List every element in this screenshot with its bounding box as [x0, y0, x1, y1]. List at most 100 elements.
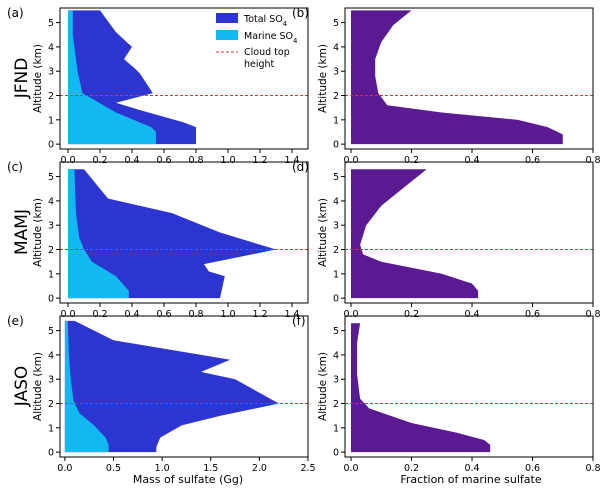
x-tick-label-d: 0.4 — [464, 309, 479, 320]
x-tick-label-e: 2.0 — [252, 463, 267, 474]
panel-d: 0.0 0.2 0.4 0.6 0.8 0 1 2 3 4 5 Altitude (km) (d) — [292, 160, 600, 320]
area-c-total-so4 — [68, 169, 276, 299]
x-tick-label-e: 1.5 — [203, 463, 218, 474]
x-tick-label-d: 0.8 — [585, 309, 600, 320]
axes-frame-e — [59, 315, 309, 458]
y-tick-label-f: 4 — [333, 350, 339, 361]
x-tick-label-c: 0.4 — [124, 309, 139, 320]
area-e-total-so4 — [64, 320, 279, 453]
x-tick-label-a: 1.4 — [284, 155, 299, 166]
x-tick-label-c: 1.4 — [284, 309, 299, 320]
y-tick-label-f: 3 — [333, 375, 339, 386]
axes-frame-c — [59, 161, 309, 304]
x-tick-label-c: 1.0 — [220, 309, 235, 320]
axes-frame-a — [59, 7, 309, 150]
y-tick-label-b: 2 — [333, 91, 339, 102]
y-tick-label-a: 3 — [48, 67, 54, 78]
y-tick-label-c: 5 — [48, 172, 54, 183]
y-tick-label-c: 3 — [48, 221, 54, 232]
x-tick-label-f: 0.6 — [525, 463, 540, 474]
axes-frame-d — [344, 161, 594, 304]
y-tick-label-d: 5 — [333, 172, 339, 183]
x-tick-label-f: 0.2 — [404, 463, 419, 474]
y-tick-label-d: 2 — [333, 245, 339, 256]
x-tick-label-e: 0.5 — [106, 463, 121, 474]
y-tick-label-e: 1 — [48, 423, 54, 434]
panel-b: 0.0 0.2 0.4 0.6 0.8 0 1 2 3 4 5 Altitude (km) (b) — [292, 6, 600, 166]
x-tick-label-b: 0.8 — [585, 155, 600, 166]
panel-label-a: (a) — [7, 6, 24, 20]
y-tick-label-c: 4 — [48, 196, 54, 207]
panel-label-c: (c) — [7, 160, 23, 174]
y-axis-label-e: Altitude (km) — [32, 352, 44, 421]
x-title-fraction: Fraction of marine sulfate — [400, 473, 541, 486]
x-tick-label-b: 0.4 — [464, 155, 479, 166]
y-tick-label-e: 4 — [48, 350, 54, 361]
x-tick-label-f: 0.4 — [464, 463, 479, 474]
x-tick-label-b: 0.6 — [525, 155, 540, 166]
x-tick-label-e: 0.0 — [57, 463, 72, 474]
y-tick-label-d: 3 — [333, 221, 339, 232]
area-e-marine-so4 — [64, 320, 109, 453]
x-title-mass: Mass of sulfate (Gg) — [133, 473, 243, 486]
x-tick-label-a: 0.6 — [156, 155, 171, 166]
axes-frame-f — [344, 315, 594, 458]
y-tick-label-b: 0 — [333, 140, 339, 151]
x-tick-label-a: 0.4 — [124, 155, 139, 166]
legend-label-marine: Marine SO4 — [244, 31, 298, 45]
panel-c: 0.0 0.2 0.4 0.6 0.8 1.0 1.2 1.4 0 1 2 3 4 5 Altitude (… — [7, 160, 309, 320]
panel-label-b: (b) — [292, 6, 309, 20]
y-tick-label-f: 1 — [333, 423, 339, 434]
y-axis-label-a: Altitude (km) — [32, 44, 44, 113]
x-tick-label-c: 0.2 — [92, 309, 107, 320]
x-tick-label-e: 1.0 — [155, 463, 170, 474]
y-tick-label-e: 2 — [48, 399, 54, 410]
y-axis-label-d: Altitude (km) — [317, 198, 329, 267]
x-tick-label-b: 0.0 — [343, 155, 358, 166]
area-d-fraction-of-marine-sulfate — [351, 169, 479, 299]
panel-a: 0.0 0.2 0.4 0.6 0.8 1.0 1.2 1.4 0 1 2 3 4 5 Altitude (… — [7, 6, 309, 166]
x-tick-label-d: 0.2 — [404, 309, 419, 320]
y-tick-label-b: 5 — [333, 18, 339, 29]
row-label-mamj: MAMJ — [12, 209, 32, 255]
y-tick-label-c: 0 — [48, 294, 54, 305]
x-tick-label-f: 0.0 — [343, 463, 358, 474]
y-axis-label-c: Altitude (km) — [32, 198, 44, 267]
y-tick-label-d: 0 — [333, 294, 339, 305]
x-tick-label-a: 0.0 — [60, 155, 75, 166]
y-tick-label-a: 2 — [48, 91, 54, 102]
y-tick-label-d: 1 — [333, 269, 339, 280]
legend-label-cloudtop-2: height — [244, 59, 275, 70]
x-tick-label-c: 0.6 — [156, 309, 171, 320]
x-tick-label-a: 1.2 — [252, 155, 267, 166]
y-tick-label-a: 0 — [48, 140, 54, 151]
y-tick-label-c: 2 — [48, 245, 54, 256]
panels: 0.0 0.2 0.4 0.6 0.8 1.0 1.2 1.4 0 1 2 3 4 5 Altitude (… — [7, 6, 600, 474]
x-tick-label-d: 0.0 — [343, 309, 358, 320]
area-b-fraction-of-marine-sulfate — [351, 10, 563, 145]
area-f-fraction-of-marine-sulfate — [351, 323, 491, 453]
row-label-jaso: JASO — [12, 366, 32, 408]
legend-swatch-total — [216, 13, 238, 23]
x-tick-label-c: 0.0 — [60, 309, 75, 320]
y-tick-label-e: 3 — [48, 375, 54, 386]
y-axis-label-f: Altitude (km) — [317, 352, 329, 421]
panel-label-f: (f) — [292, 314, 306, 328]
y-tick-label-f: 2 — [333, 399, 339, 410]
x-tick-label-d: 0.6 — [525, 309, 540, 320]
y-tick-label-a: 5 — [48, 18, 54, 29]
y-tick-label-a: 4 — [48, 42, 54, 53]
x-tick-label-c: 0.8 — [188, 309, 203, 320]
area-c-marine-so4 — [68, 169, 129, 299]
legend-label-cloudtop: Cloud top — [244, 47, 290, 58]
x-tick-label-b: 0.2 — [404, 155, 419, 166]
y-tick-label-e: 0 — [48, 448, 54, 459]
y-tick-label-b: 4 — [333, 42, 339, 53]
x-tick-label-a: 0.8 — [188, 155, 203, 166]
x-tick-label-a: 1.0 — [220, 155, 235, 166]
y-tick-label-e: 5 — [48, 326, 54, 337]
legend-label-total: Total SO4 — [243, 14, 288, 28]
y-axis-label-b: Altitude (km) — [317, 44, 329, 113]
panel-label-d: (d) — [292, 160, 309, 174]
